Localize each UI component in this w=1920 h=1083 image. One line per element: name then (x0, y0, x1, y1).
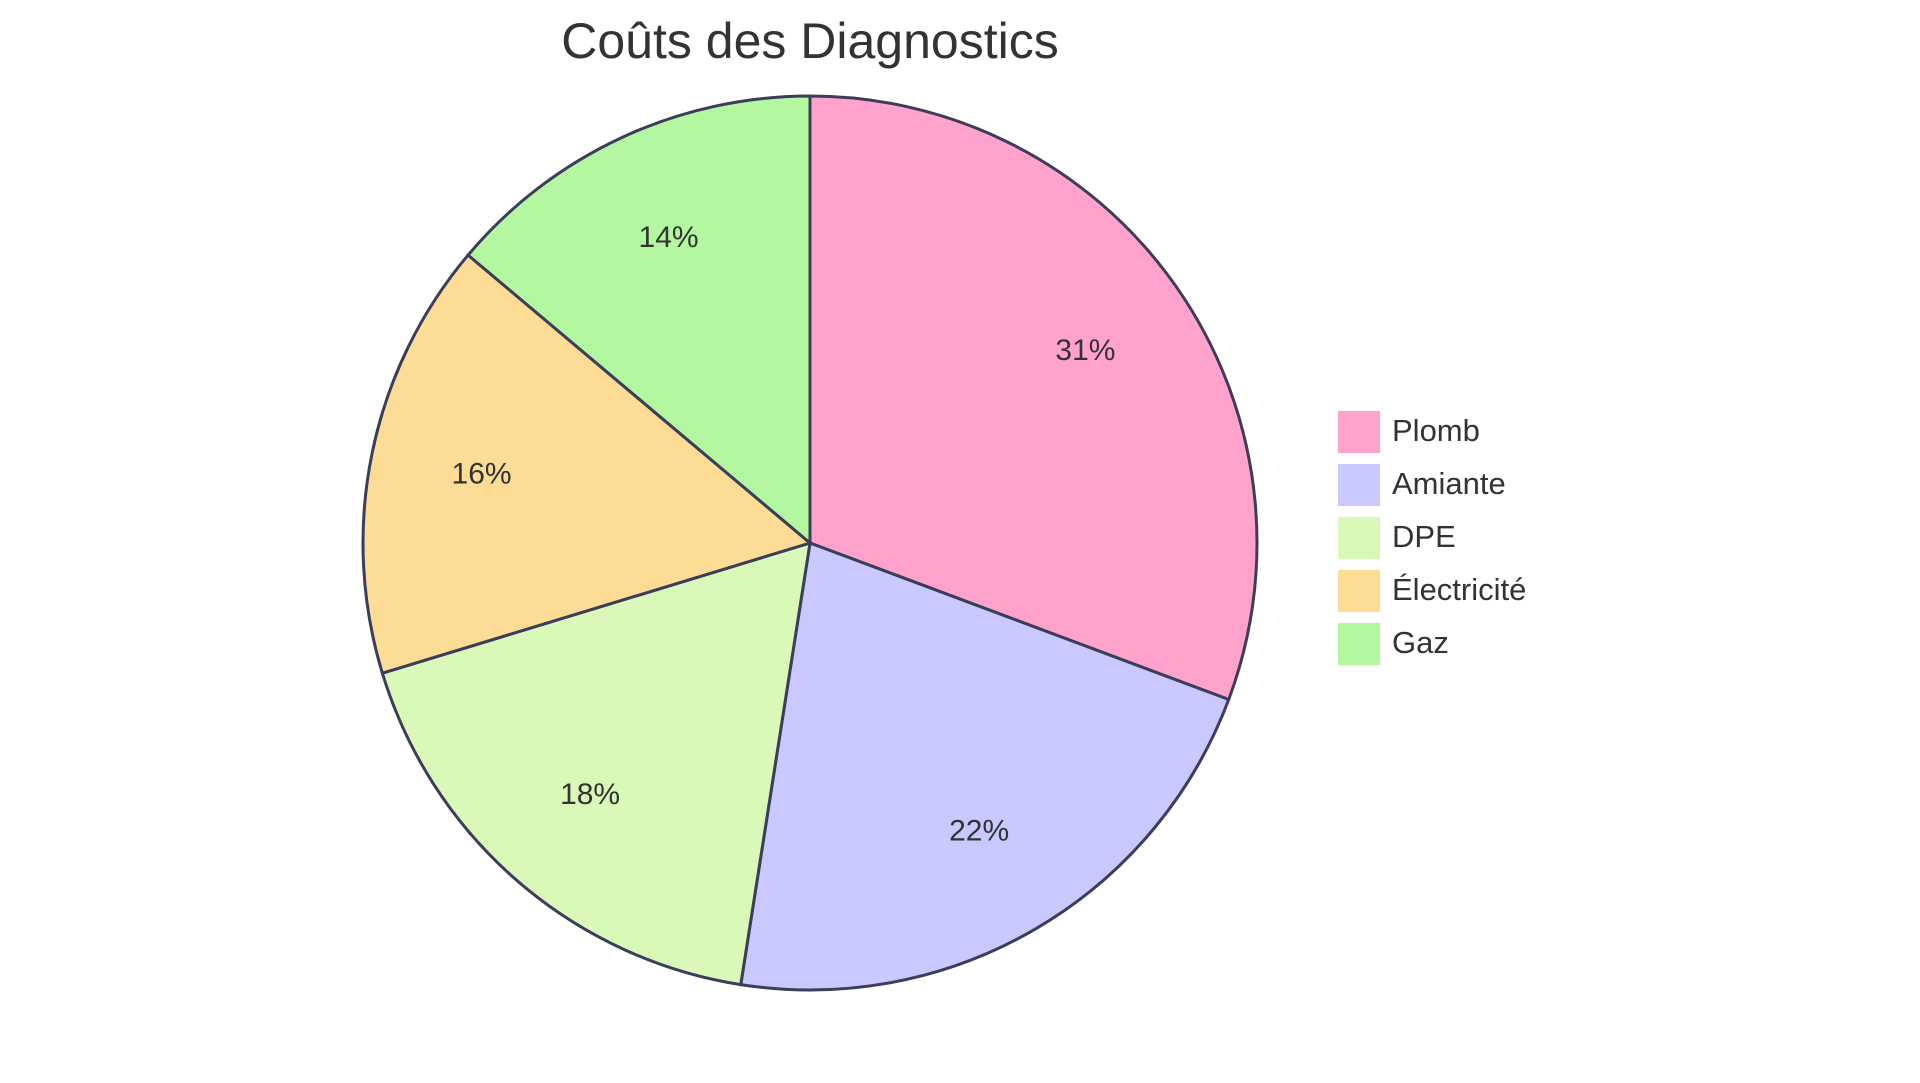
legend-label-dpe: DPE (1392, 519, 1456, 554)
pie-slice-gaz (465, 94, 812, 547)
slice-label-electricite: 16% (452, 458, 512, 491)
legend-swatch-dpe (1336, 515, 1382, 561)
legend-swatch-amiante (1336, 462, 1382, 508)
legend-swatch-plomb (1336, 409, 1382, 455)
slice-label-amiante: 22% (949, 814, 1009, 847)
slice-label-gaz: 14% (639, 221, 699, 254)
slice-label-plomb: 31% (1055, 334, 1115, 367)
legend-label-plomb: Plomb (1392, 413, 1480, 448)
chart-title: Coûts des Diagnostics (561, 13, 1058, 69)
legend-label-electricite: Électricité (1392, 572, 1526, 607)
pie-slice-plomb (808, 94, 1259, 702)
legend-label-amiante: Amiante (1392, 466, 1506, 501)
pie-slice-electricite (361, 252, 814, 676)
slice-labels: 31% 22% 18% 16% 14% (452, 221, 1116, 847)
legend-swatch-gaz (1336, 621, 1382, 667)
pie-slices (361, 94, 1259, 992)
pie-slice-dpe (380, 540, 812, 987)
legend-label-gaz: Gaz (1392, 625, 1449, 660)
slice-label-dpe: 18% (560, 778, 620, 811)
legend: Plomb Amiante DPE Électricité Gaz (1336, 409, 1526, 667)
pie-slice-amiante (739, 540, 1231, 992)
legend-swatch-electricite (1336, 568, 1382, 614)
